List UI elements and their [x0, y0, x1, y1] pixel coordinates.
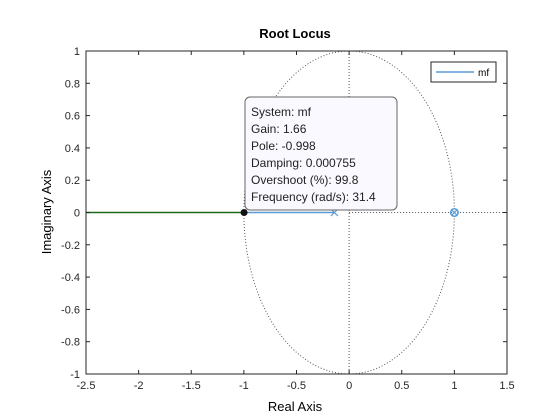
x-tick-label: -1 — [239, 380, 249, 392]
y-tick-label: -0.6 — [61, 304, 80, 316]
y-tick-label: 1 — [74, 46, 80, 58]
y-tick-label: 0.6 — [65, 111, 80, 123]
datatip-line-overshoot: Overshoot (%): 99.8 — [251, 173, 359, 187]
axis-reference-lines — [348, 51, 507, 374]
x-tick-label: -2.5 — [77, 380, 96, 392]
chart-title: Root Locus — [259, 26, 331, 41]
y-tick-label: -0.8 — [61, 337, 80, 349]
legend[interactable]: mf — [430, 61, 497, 83]
pole-zero-markers — [240, 207, 459, 218]
y-axis-title: Imaginary Axis — [39, 169, 54, 254]
x-tick-label: -1.5 — [182, 380, 201, 392]
zero-marker[interactable] — [449, 207, 459, 218]
y-tick-label: 0 — [74, 208, 80, 220]
y-tick-label: -1 — [70, 369, 80, 381]
datatip-box — [244, 96, 398, 211]
x-tick-label: 0.5 — [394, 380, 409, 392]
datatip-line-frequency: Frequency (rad/s): 31.4 — [251, 190, 376, 204]
x-tick-label: -2 — [134, 380, 144, 392]
y-tick-label: -0.2 — [61, 240, 80, 252]
x-tick-label: 1 — [451, 380, 457, 392]
x-tick-label: 0 — [346, 380, 352, 392]
datatip[interactable]: System: mf Gain: 1.66 Pole: -0.998 Dampi… — [243, 96, 398, 211]
datatip-marker[interactable] — [240, 209, 248, 216]
zero-stroke-b — [451, 209, 458, 216]
zero-ring — [449, 207, 459, 218]
datatip-line-gain: Gain: 1.66 — [251, 122, 307, 136]
x-tick-label: 1.5 — [499, 380, 514, 392]
y-tick-label: -0.4 — [61, 272, 80, 284]
y-tick-label: 0.4 — [65, 143, 80, 155]
legend-label-mf: mf — [478, 68, 489, 79]
x-tick-label: -0.5 — [287, 380, 306, 392]
datatip-line-system: System: mf — [251, 105, 312, 119]
y-tick-label: 0.8 — [65, 78, 80, 90]
x-axis-title: Real Axis — [268, 399, 323, 414]
y-tick-label: 0.2 — [65, 175, 80, 187]
axis-ticks: -2.5 -2 -1.5 -1 -0.5 0 0.5 1 1.5 -1 -0.8 -0.6 -0.4 -0… — [61, 46, 515, 392]
datatip-line-pole: Pole: -0.998 — [251, 139, 316, 153]
datatip-line-damping: Damping: 0.000755 — [251, 156, 356, 170]
